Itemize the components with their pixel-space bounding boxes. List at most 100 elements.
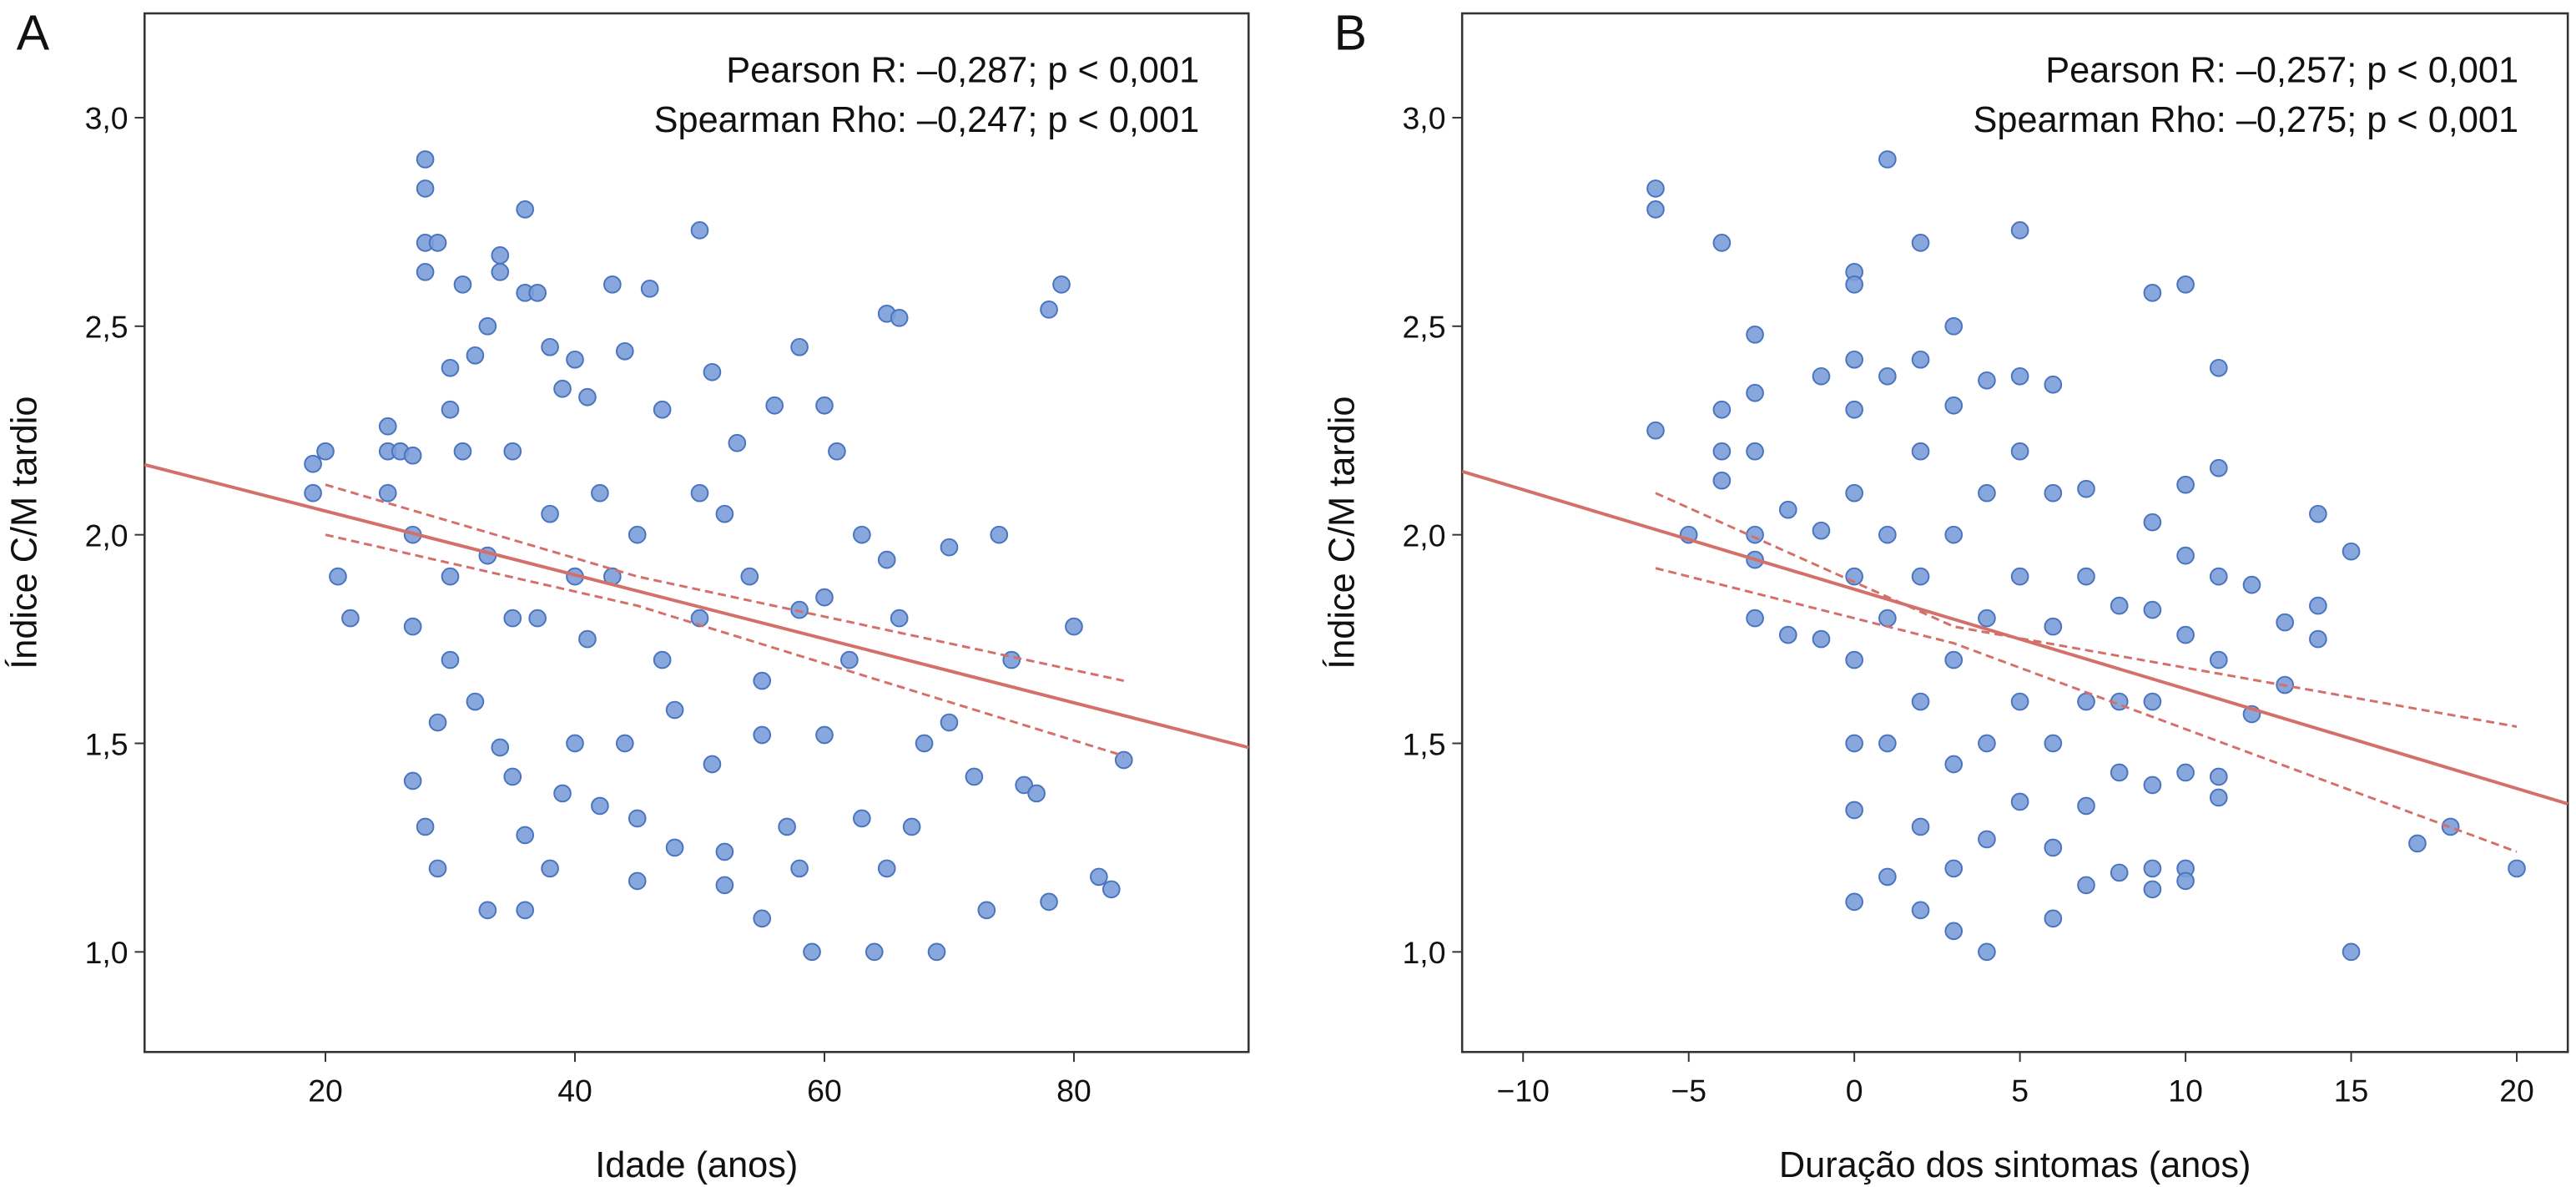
x-tick-label: 80 xyxy=(1056,1073,1091,1108)
point xyxy=(1778,500,1797,519)
point xyxy=(1812,366,1831,386)
point xyxy=(1812,521,1831,540)
x-axis-label: Duração dos sintomas (anos) xyxy=(1779,1145,2251,1185)
point xyxy=(927,942,946,962)
point xyxy=(828,442,846,461)
point xyxy=(1944,316,1964,336)
point xyxy=(2110,763,2129,782)
y-tick-label: 2,0 xyxy=(85,518,129,553)
point xyxy=(1027,784,1046,803)
point xyxy=(1778,625,1797,644)
point xyxy=(566,350,584,369)
point xyxy=(2010,692,2029,711)
point xyxy=(1845,350,1863,369)
point xyxy=(1090,867,1108,886)
point xyxy=(329,567,347,586)
point xyxy=(1845,892,1863,912)
point xyxy=(628,871,647,891)
point xyxy=(2342,542,2361,561)
point xyxy=(2209,788,2228,807)
point xyxy=(591,796,609,816)
point xyxy=(541,337,559,356)
annotation: Pearson R: –0,257; p < 0,001 xyxy=(2045,51,2518,91)
point xyxy=(2342,942,2361,962)
point xyxy=(1878,150,1897,169)
point xyxy=(2110,596,2129,615)
point xyxy=(790,600,809,619)
point xyxy=(965,767,984,786)
point xyxy=(378,483,397,503)
point xyxy=(516,901,535,920)
point xyxy=(478,316,497,336)
point xyxy=(566,734,584,753)
point xyxy=(628,525,647,544)
point xyxy=(503,767,522,786)
x-tick-label: −10 xyxy=(1497,1073,1550,1108)
annotation: Spearman Rho: –0,247; p < 0,001 xyxy=(654,100,1200,140)
point xyxy=(1878,867,1897,886)
ci-line xyxy=(1655,492,2518,728)
ci-line xyxy=(325,533,1125,757)
point xyxy=(578,629,597,649)
point xyxy=(815,588,834,607)
point xyxy=(790,859,809,878)
point xyxy=(1646,421,1665,440)
point xyxy=(2309,504,2327,523)
point xyxy=(441,567,460,586)
point xyxy=(690,609,709,628)
point xyxy=(877,859,896,878)
point xyxy=(2010,366,2029,386)
point xyxy=(1746,525,1764,544)
point xyxy=(765,396,784,415)
point xyxy=(2441,817,2460,836)
point xyxy=(1911,567,1930,586)
point xyxy=(578,387,597,407)
point xyxy=(428,234,447,252)
point xyxy=(553,784,572,803)
point xyxy=(2077,876,2095,895)
point xyxy=(703,755,722,774)
point xyxy=(1015,775,1033,795)
point xyxy=(1911,901,1930,920)
x-tick-label: 10 xyxy=(2168,1073,2203,1108)
point xyxy=(1911,234,1930,252)
ci-line xyxy=(1655,567,2518,853)
point xyxy=(1040,300,1058,319)
point xyxy=(1911,442,1930,461)
point xyxy=(2077,796,2095,816)
point xyxy=(728,433,747,452)
point xyxy=(2143,859,2162,878)
point xyxy=(1746,609,1764,628)
point xyxy=(453,275,472,294)
point xyxy=(2209,358,2228,377)
point xyxy=(653,650,672,669)
point xyxy=(2408,834,2427,853)
y-tick-label: 2,5 xyxy=(85,310,129,345)
point xyxy=(1978,942,1996,962)
point xyxy=(1845,400,1863,419)
fit-line xyxy=(144,462,1249,750)
point xyxy=(2143,692,2162,711)
y-tick-label: 2,5 xyxy=(1403,310,1446,345)
point xyxy=(503,442,522,461)
point xyxy=(591,483,609,503)
point xyxy=(690,483,709,503)
point xyxy=(1878,734,1897,753)
point xyxy=(1878,366,1897,386)
point xyxy=(2010,221,2029,240)
point xyxy=(1944,859,1964,878)
point xyxy=(403,617,422,636)
x-tick-label: 5 xyxy=(2011,1073,2029,1108)
point xyxy=(1978,830,1996,849)
point xyxy=(1845,650,1863,669)
point xyxy=(2176,275,2195,294)
point xyxy=(1845,275,1863,294)
point xyxy=(1712,400,1732,419)
x-tick-label: 60 xyxy=(807,1073,842,1108)
x-tick-label: 15 xyxy=(2334,1073,2369,1108)
point xyxy=(1646,200,1665,219)
x-tick-label: −5 xyxy=(1671,1073,1706,1108)
point xyxy=(2209,458,2228,477)
point xyxy=(815,725,834,745)
point xyxy=(1712,442,1732,461)
